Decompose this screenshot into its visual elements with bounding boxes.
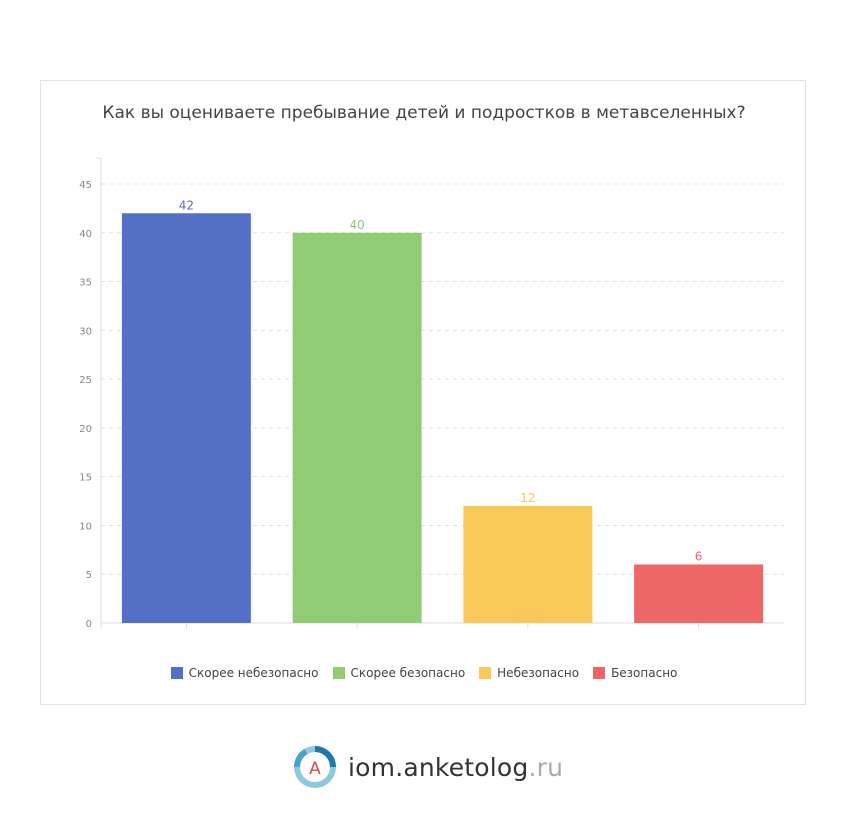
legend-swatch <box>593 667 606 679</box>
bar-value-label: 6 <box>695 549 703 563</box>
legend-swatch <box>170 667 183 679</box>
bar-value-label: 42 <box>179 198 194 212</box>
y-tick-label: 10 <box>79 521 92 532</box>
bar-value-label: 40 <box>349 218 364 232</box>
bar[interactable] <box>292 232 422 623</box>
legend-item[interactable]: Скорее небезопасно <box>170 666 319 680</box>
anketolog-logo-icon: A <box>294 746 336 788</box>
y-tick-label: 15 <box>79 473 92 484</box>
legend-item[interactable]: Безопасно <box>593 666 677 680</box>
y-tick-label: 25 <box>79 375 92 386</box>
y-tick-label: 40 <box>79 229 92 240</box>
brand-domain: iom.anketolog <box>348 752 529 782</box>
legend-label: Скорее небезопасно <box>188 666 319 680</box>
bar-value-label: 12 <box>520 491 535 505</box>
bar[interactable] <box>121 213 251 623</box>
bars <box>121 213 764 623</box>
legend-label: Небезопасно <box>497 666 580 680</box>
bar[interactable] <box>463 505 593 623</box>
y-tick-label: 5 <box>86 570 92 581</box>
y-tick-label: 0 <box>86 619 92 630</box>
y-tick-label: 45 <box>79 180 92 191</box>
logo-letter: A <box>309 759 321 779</box>
data-labels: 42 40 12 6 <box>179 198 703 563</box>
legend: Скорее небезопасно Скорее безопасно Небезо… <box>0 666 848 680</box>
chart-title: Как вы оцениваете пребывание детей и под… <box>102 103 746 123</box>
y-tick-label: 30 <box>79 326 92 337</box>
bar[interactable] <box>634 564 764 623</box>
legend-label: Скорее безопасно <box>350 666 466 680</box>
brand-name: iom.anketolog.ru <box>348 753 563 782</box>
legend-item[interactable]: Скорее безопасно <box>332 666 466 680</box>
legend-item[interactable]: Небезопасно <box>479 666 579 680</box>
y-tick-label: 20 <box>79 424 92 435</box>
brand-tld: .ru <box>528 752 564 782</box>
legend-swatch <box>332 667 345 679</box>
legend-swatch <box>479 667 492 679</box>
y-tick-label: 35 <box>79 278 92 289</box>
brand[interactable]: A iom.anketolog.ru <box>292 744 563 790</box>
legend-label: Безопасно <box>611 666 678 680</box>
